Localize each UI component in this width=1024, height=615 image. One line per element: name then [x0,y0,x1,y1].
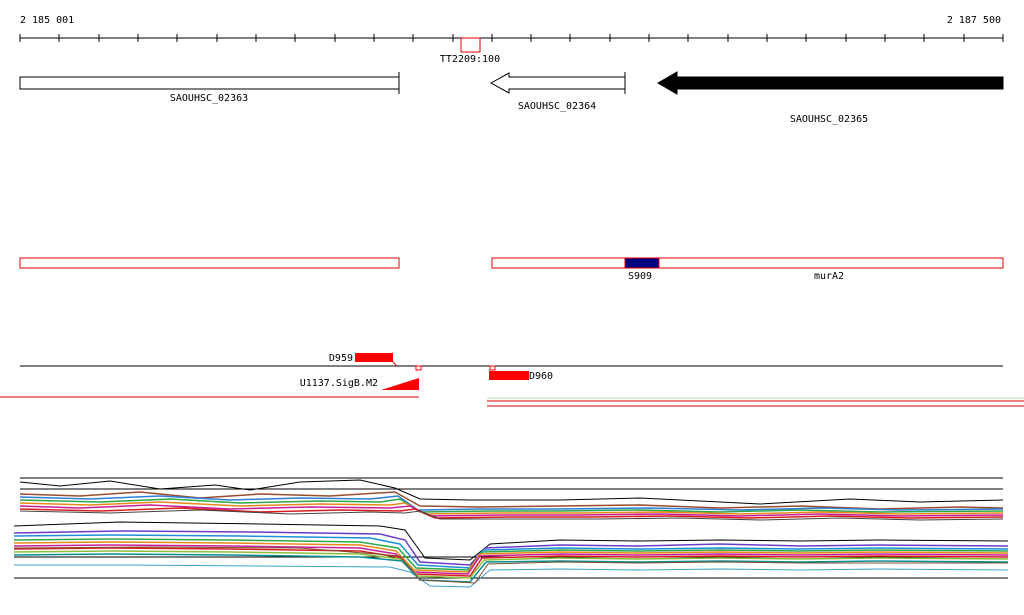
sigma-site-U1137.SigB.M2[interactable] [381,365,422,390]
gene-SAOUHSC_02363[interactable] [19,72,400,94]
terminator-label: TT2209:100 [440,54,500,65]
feature-left-transcript[interactable] [19,257,400,269]
gene-label-SAOUHSC_02365: SAOUHSC_02365 [790,114,868,125]
expression-traces-lower [13,521,1009,588]
coordinate-end-label: 2 187 500 [947,15,1001,26]
promoter-D960[interactable] [489,365,529,380]
expression-traces-upper [19,477,1004,521]
feature-label-S909: S909 [628,271,652,282]
promoter-label-D959: D959 [329,353,353,364]
terminator-feature[interactable] [460,37,481,53]
gene-SAOUHSC_02364[interactable] [489,72,626,94]
feature-label-murA2: murA2 [814,271,844,282]
gene-SAOUHSC_02365[interactable] [657,71,1004,95]
signal-traces-red [0,396,1024,407]
gene-label-SAOUHSC_02363: SAOUHSC_02363 [170,93,248,104]
scale-ruler [19,34,1004,42]
sigma-site-label: U1137.SigB.M2 [300,378,378,389]
feature-murA2[interactable] [491,257,1004,269]
feature-S909[interactable] [624,257,660,269]
promoter-label-D960: D960 [529,371,553,382]
coordinate-start-label: 2 185 001 [20,15,74,26]
promoter-D959[interactable] [355,353,398,367]
gene-label-SAOUHSC_02364: SAOUHSC_02364 [518,101,596,112]
